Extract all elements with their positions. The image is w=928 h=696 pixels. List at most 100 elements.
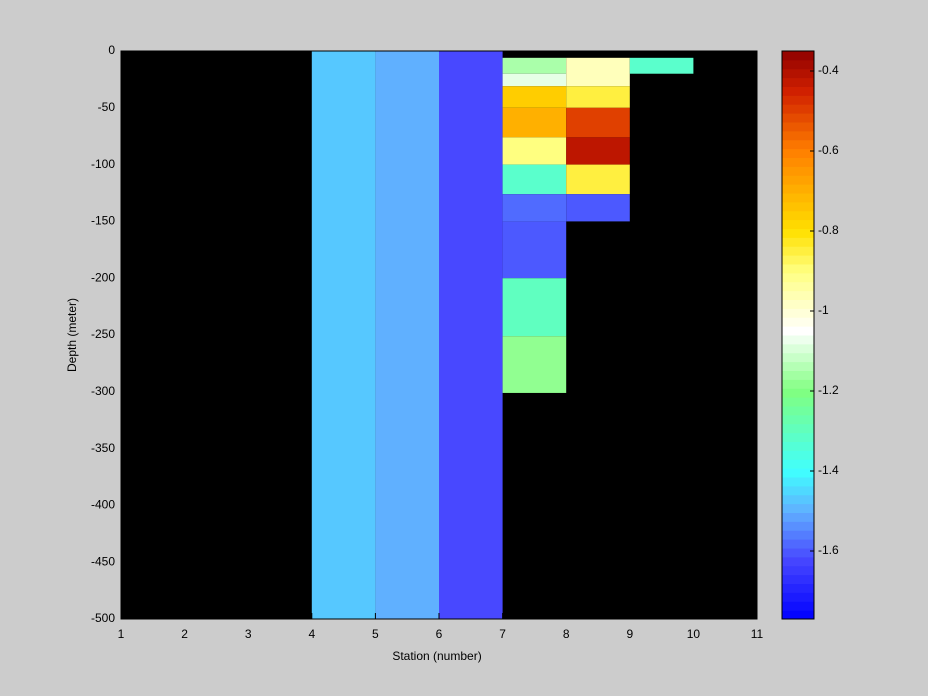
- x-tick-label: 10: [687, 627, 701, 641]
- x-tick-label: 3: [245, 627, 252, 641]
- colorbar-step: [782, 548, 814, 558]
- colorbar-step: [782, 388, 814, 398]
- colorbar-step: [782, 148, 814, 158]
- y-tick-label: -500: [91, 611, 115, 625]
- colorbar-step: [782, 246, 814, 256]
- colorbar-step: [782, 512, 814, 522]
- colorbar-step: [782, 104, 814, 114]
- x-tick-label: 2: [181, 627, 188, 641]
- colorbar-step: [782, 51, 814, 61]
- colorbar-step: [782, 59, 814, 70]
- colorbar-step: [782, 139, 814, 150]
- colorbar-step: [782, 317, 814, 327]
- colorbar-step: [782, 68, 814, 79]
- heatmap-cell: [502, 137, 567, 165]
- colorbar-step: [782, 601, 814, 611]
- x-tick-label: 8: [563, 627, 570, 641]
- colorbar-step: [782, 556, 814, 567]
- colorbar-step: [782, 539, 814, 549]
- y-tick-label: -450: [91, 554, 115, 568]
- colorbar-step: [782, 157, 814, 167]
- heatmap-cell: [566, 137, 630, 165]
- colorbar-step: [782, 264, 814, 274]
- colorbar-tick-label: -0.6: [818, 143, 839, 157]
- y-axis-label: Depth (meter): [65, 298, 79, 372]
- heatmap-cell: [566, 107, 630, 138]
- x-tick-label: 7: [499, 627, 506, 641]
- y-tick-label: 0: [108, 43, 115, 57]
- colorbar-step: [782, 459, 814, 469]
- colorbar-frame: [781, 50, 815, 620]
- colorbar-step: [782, 130, 814, 141]
- colorbar-tick-label: -0.8: [818, 223, 839, 237]
- heatmap-cell: [502, 107, 567, 138]
- colorbar-step: [782, 583, 814, 593]
- heatmap-cell: [502, 194, 567, 222]
- y-tick-label: -150: [91, 214, 115, 228]
- colorbar-step: [782, 450, 814, 460]
- colorbar-step: [782, 414, 814, 425]
- colorbar-step: [782, 175, 814, 185]
- heatmap-cell: [629, 57, 694, 74]
- colorbar-step: [782, 343, 814, 354]
- colorbar-step: [782, 485, 814, 496]
- y-tick-label: -300: [91, 384, 115, 398]
- y-tick-label: -250: [91, 327, 115, 341]
- colorbar-step: [782, 370, 814, 380]
- heatmap-cell: [566, 194, 630, 222]
- colorbar-step: [782, 308, 814, 318]
- colorbar-step: [782, 530, 814, 540]
- colorbar-step: [782, 361, 814, 371]
- colorbar-step: [782, 95, 814, 105]
- colorbar-step: [782, 397, 814, 407]
- colorbar-tick-label: -1.4: [818, 463, 839, 477]
- colorbar-step: [782, 441, 814, 451]
- heatmap-cell: [502, 73, 567, 87]
- heatmap-cell: [311, 51, 376, 619]
- colorbar-step: [782, 299, 814, 309]
- colorbar-step: [782, 113, 814, 123]
- colorbar-step: [782, 574, 814, 584]
- colorbar-step: [782, 326, 814, 336]
- colorbar-step: [782, 477, 814, 487]
- heatmap-cell: [502, 57, 567, 74]
- x-tick-label: 9: [626, 627, 633, 641]
- y-tick-label: -200: [91, 270, 115, 284]
- colorbar-step: [782, 406, 814, 416]
- x-tick-label: 5: [372, 627, 379, 641]
- colorbar-tick-label: -0.4: [818, 63, 839, 77]
- colorbar-step: [782, 379, 814, 389]
- colorbar-step: [782, 201, 814, 212]
- colorbar-step: [782, 86, 814, 96]
- colorbar-step: [782, 335, 814, 345]
- x-tick-label: 1: [118, 627, 125, 641]
- colorbar-step: [782, 592, 814, 602]
- x-tick-label: 6: [436, 627, 443, 641]
- colorbar-step: [782, 521, 814, 531]
- colorbar-step: [782, 77, 814, 87]
- x-tick-label: 11: [751, 627, 764, 641]
- colorbar-tick-label: -1.6: [818, 543, 839, 557]
- colorbar-step: [782, 210, 814, 221]
- heatmap-cell: [566, 57, 630, 87]
- colorbar-step: [782, 503, 814, 513]
- heatmap-cell: [502, 221, 567, 279]
- heatmap-cell: [502, 86, 567, 108]
- y-tick-label: -100: [91, 157, 115, 171]
- colorbar-step: [782, 193, 814, 203]
- colorbar-step: [782, 255, 814, 265]
- colorbar-step: [782, 432, 814, 442]
- x-tick-label: 4: [308, 627, 315, 641]
- heatmap-cell: [502, 278, 567, 337]
- x-axis-label: Station (number): [392, 649, 481, 663]
- heatmap-cell: [566, 164, 630, 195]
- colorbar-step: [782, 494, 814, 505]
- colorbar-step: [782, 423, 814, 434]
- colorbar-step: [782, 468, 814, 478]
- colorbar-step: [782, 219, 814, 229]
- heatmap-cell: [566, 86, 630, 108]
- heatmap-cell: [439, 51, 503, 619]
- y-tick-label: -350: [91, 441, 115, 455]
- heatmap-cell: [502, 164, 567, 195]
